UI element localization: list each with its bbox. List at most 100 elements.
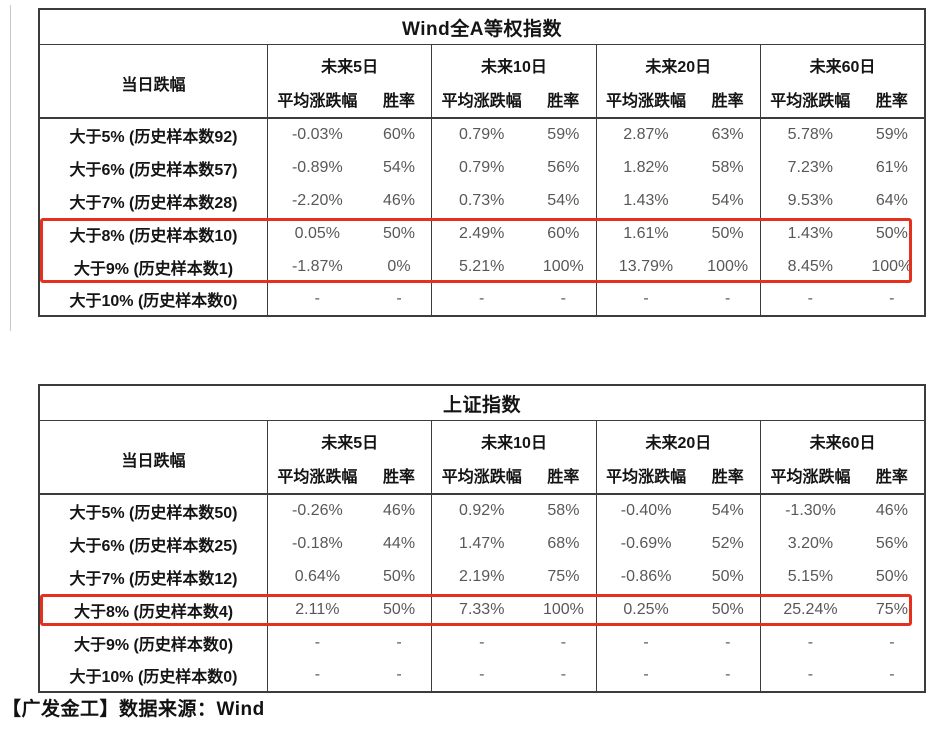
win-rate-cell: 75% — [547, 567, 580, 585]
win-rate-cell: 46% — [382, 191, 415, 209]
col-header-day-drop: 当日跌幅 — [39, 44, 268, 119]
win-rate-cell: - — [396, 290, 402, 307]
win-rate-cell: 59% — [875, 126, 908, 143]
avg-change-cell: -0.03% — [266, 118, 367, 151]
win-rate-cell: 54% — [711, 502, 744, 519]
avg-change-cell: 0.64% — [267, 560, 367, 593]
col-header-future-60d: 未来60日 — [759, 44, 925, 81]
avg-change-cell: 0.25% — [595, 593, 696, 626]
col-header-avg-change: 平均涨跌幅 — [595, 457, 696, 495]
col-header-future-20d: 未来20日 — [595, 420, 761, 457]
avg-change-cell: -0.69% — [595, 527, 696, 560]
avg-change-cell: 7.33% — [431, 593, 532, 626]
win-rate-cell: - — [725, 666, 731, 683]
avg-change-cell: 5.15% — [760, 560, 860, 593]
avg-change-cell: - — [267, 626, 367, 659]
win-rate-cell: 50% — [875, 224, 908, 242]
col-header-avg-change: 平均涨跌幅 — [759, 81, 860, 119]
col-header-avg-change: 平均涨跌幅 — [267, 457, 367, 495]
win-rate-cell: - — [889, 633, 895, 651]
win-rate-cell: 63% — [711, 126, 744, 143]
avg-change-cell: - — [431, 659, 532, 692]
data-table: Wind全A等权指数 当日跌幅 未来5日 未来10日 未来20日 未来60日 平… — [38, 8, 926, 317]
win-rate-cell: - — [560, 666, 567, 683]
win-rate-cell: - — [560, 290, 566, 307]
win-rate-cell: 50% — [383, 567, 416, 585]
win-rate-cell: 50% — [711, 224, 744, 242]
col-header-win-rate: 胜率 — [695, 81, 761, 119]
avg-change-cell: 0.79% — [431, 151, 531, 184]
table-row: 大于10% (历史样本数0) - - - - - - - - — [39, 283, 925, 316]
page-edge-line — [10, 5, 11, 331]
col-header-future-20d: 未来20日 — [595, 44, 761, 81]
avg-change-cell: 0.79% — [431, 118, 531, 151]
source-note: 【广发金工】数据来源：Wind — [2, 699, 265, 720]
avg-change-cell: 5.78% — [759, 118, 860, 151]
col-header-win-rate: 胜率 — [531, 457, 597, 495]
col-header-win-rate: 胜率 — [531, 81, 597, 119]
data-table: 上证指数 当日跌幅 未来5日 未来10日 未来20日 未来60日 平均涨跌幅 胜… — [38, 384, 926, 693]
table-body: 大于5% (历史样本数50) -0.26% 46% 0.92% 58% -0.40% 54%… — [39, 494, 925, 692]
avg-change-cell: 2.49% — [431, 217, 531, 250]
win-rate-cell: - — [724, 290, 731, 307]
row-label: 大于7% (历史样本数12) — [69, 570, 238, 588]
avg-change-cell: -1.30% — [760, 494, 860, 527]
win-rate-cell: - — [889, 666, 895, 683]
avg-change-cell: -0.26% — [267, 494, 367, 527]
win-rate-cell: 50% — [383, 600, 416, 618]
avg-change-cell: 13.79% — [595, 250, 696, 283]
table-row: 大于5% (历史样本数92) -0.03% 60% 0.79% 59% 2.87% 63% 5… — [39, 118, 925, 151]
col-header-future-60d: 未来60日 — [760, 420, 925, 457]
col-header-future-10d: 未来10日 — [431, 420, 597, 457]
win-rate-cell: 46% — [875, 502, 908, 519]
win-rate-cell: 68% — [547, 534, 580, 552]
table-row: 大于6% (历史样本数25) -0.18% 44% 1.47% 68% -0.69% 52%… — [39, 527, 925, 560]
col-header-win-rate: 胜率 — [859, 457, 925, 495]
col-header-day-drop: 当日跌幅 — [39, 420, 268, 495]
avg-change-cell: 0.73% — [431, 184, 531, 217]
avg-change-cell: 1.82% — [595, 151, 696, 184]
col-header-avg-change: 平均涨跌幅 — [266, 81, 367, 119]
col-header-win-rate: 胜率 — [695, 457, 761, 495]
win-rate-cell: 60% — [547, 224, 580, 242]
avg-change-cell: - — [595, 283, 696, 316]
win-rate-cell: 58% — [711, 158, 744, 176]
win-rate-cell: 75% — [875, 600, 908, 618]
table-row: 大于5% (历史样本数50) -0.26% 46% 0.92% 58% -0.40% 54%… — [39, 494, 925, 527]
row-label: 大于6% (历史样本数57) — [69, 161, 238, 179]
win-rate-cell: 54% — [547, 191, 580, 209]
win-rate-cell: 61% — [875, 158, 908, 176]
col-header-future-5d: 未来5日 — [266, 44, 432, 81]
row-label: 大于8% (历史样本数10) — [69, 227, 238, 245]
row-label: 大于9% (历史样本数1) — [73, 260, 234, 278]
row-label: 大于5% (历史样本数92) — [69, 129, 238, 146]
win-rate-cell: - — [560, 633, 567, 651]
avg-change-cell: - — [431, 626, 532, 659]
avg-change-cell: 3.20% — [760, 527, 860, 560]
win-rate-cell: 100% — [542, 257, 584, 275]
col-header-avg-change: 平均涨跌幅 — [431, 81, 531, 119]
avg-change-cell: -0.40% — [595, 494, 696, 527]
row-label: 大于7% (历史样本数28) — [69, 194, 238, 212]
avg-change-cell: 2.87% — [595, 118, 696, 151]
col-header-win-rate: 胜率 — [859, 81, 925, 119]
col-header-avg-change: 平均涨跌幅 — [760, 457, 860, 495]
avg-change-cell: 2.19% — [431, 560, 532, 593]
win-rate-cell: 59% — [547, 126, 580, 143]
win-rate-cell: 64% — [875, 191, 908, 209]
win-rate-cell: 56% — [875, 534, 908, 552]
avg-change-cell: 1.47% — [431, 527, 532, 560]
avg-change-cell: 2.11% — [267, 593, 367, 626]
win-rate-cell: 44% — [383, 534, 416, 552]
win-rate-cell: 60% — [382, 126, 415, 143]
win-rate-cell: 100% — [871, 257, 913, 275]
wind-all-a-equal-weight-table: Wind全A等权指数 当日跌幅 未来5日 未来10日 未来20日 未来60日 平… — [38, 8, 926, 317]
col-header-win-rate: 胜率 — [366, 81, 432, 119]
col-header-avg-change: 平均涨跌幅 — [595, 81, 696, 119]
table-row: 大于9% (历史样本数0) - - - - - - - - — [39, 626, 925, 659]
table-row: 大于6% (历史样本数57) -0.89% 54% 0.79% 56% 1.82% 58% 7… — [39, 151, 925, 184]
table-row: 大于7% (历史样本数12) 0.64% 50% 2.19% 75% -0.86% 50% 5… — [39, 560, 925, 593]
table-row: 大于9% (历史样本数1) -1.87% 0% 5.21% 100% 13.79% 100%… — [39, 250, 925, 283]
win-rate-cell: 54% — [711, 191, 744, 209]
